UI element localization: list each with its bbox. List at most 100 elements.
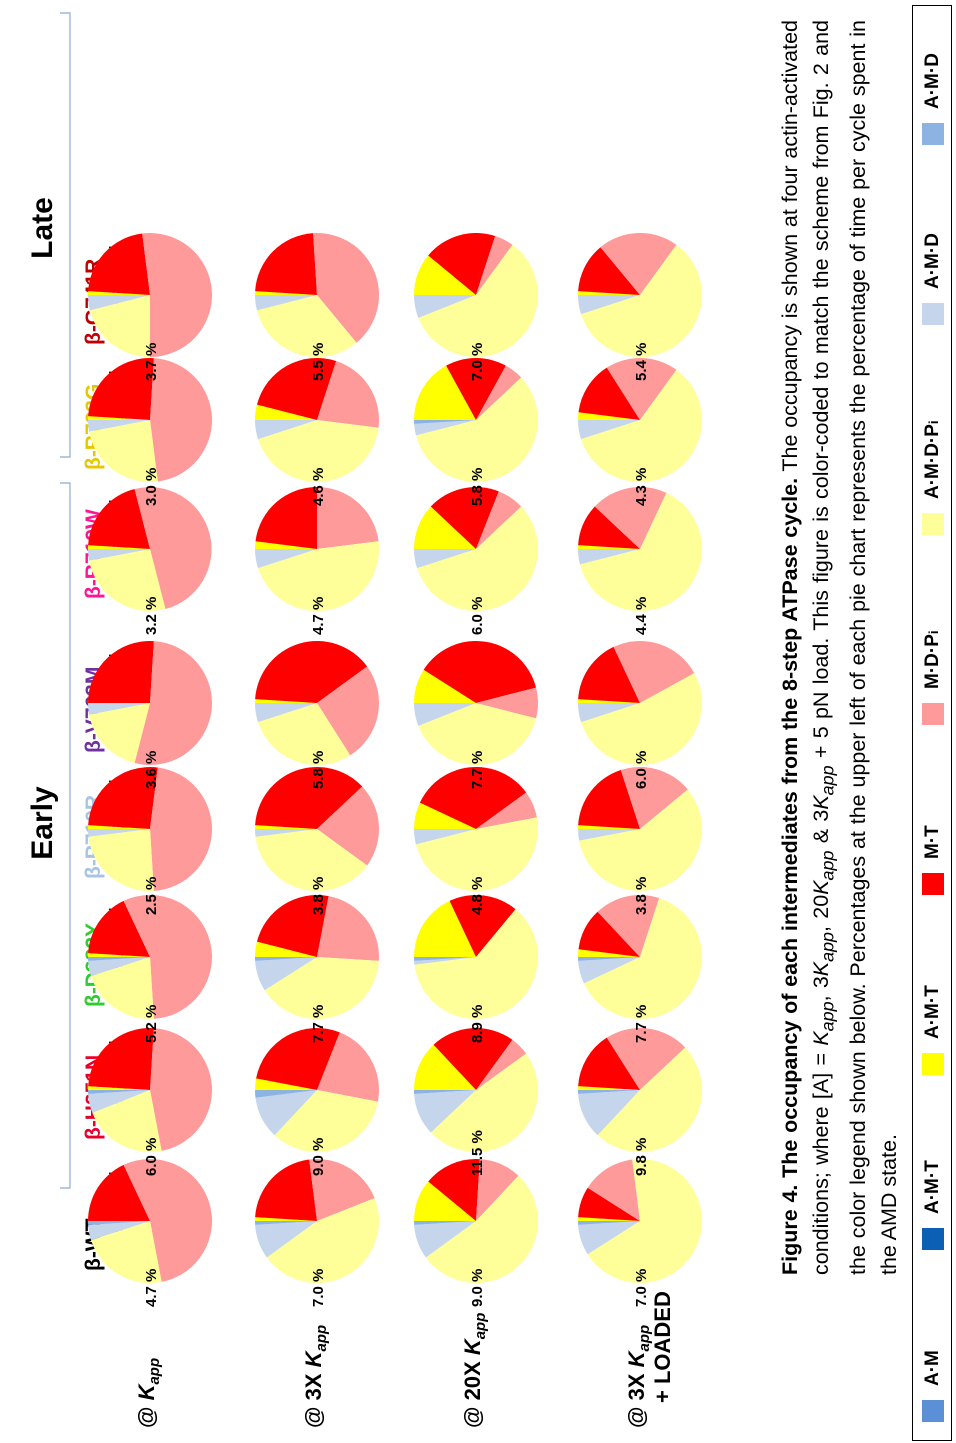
pie-slice-c1-r0-s7 <box>87 1090 150 1094</box>
pie-slice-c1-r0-s2 <box>87 1086 150 1090</box>
caption-kapp-1-sub: app <box>817 1001 838 1032</box>
pie-slice-c5-r1-s6 <box>254 549 317 569</box>
legend-label-amt-dark: A·M·T <box>922 1160 943 1214</box>
pct-label-c4-r2: 7.7 % <box>469 751 486 789</box>
pie-slice-c1-r2-s7 <box>413 1090 476 1094</box>
pie-slice-c7-r1-s5 <box>256 295 357 357</box>
pie-slice-c4-r1-s5 <box>258 703 351 765</box>
pie-slice-c4-r1-s3 <box>255 641 368 703</box>
bracket-late <box>60 12 71 458</box>
pie-slice-c5-r2-s5 <box>417 506 538 611</box>
legend-item-amt-yellow: A·M·T <box>921 985 945 1075</box>
pct-label-c2-r2: 8.9 % <box>469 1005 486 1043</box>
caption-kapp-4: K <box>809 795 833 810</box>
pct-label-c1-r1: 9.0 % <box>310 1138 327 1176</box>
pie-slice-c0-r0-s4 <box>123 1159 212 1282</box>
pie-slice-c1-r1-s4 <box>317 1032 379 1102</box>
pct-label-c3-r1: 3.8 % <box>310 877 327 915</box>
pie-slice-c2-r1-s7 <box>254 957 317 961</box>
legend-label-amdpi: A·M·D·P <box>922 424 943 499</box>
pie-slice-c0-r2-s6 <box>414 1221 476 1258</box>
pie-slice-c1-r3-s2 <box>577 1086 640 1090</box>
pie-slice-c0-r3-s7 <box>577 1221 640 1225</box>
pct-label-c7-r0: 3.7 % <box>143 343 160 381</box>
legend-swatch-mt <box>922 873 944 895</box>
pie-slice-c5-r2-s6 <box>413 549 476 569</box>
pie-slice-c5-r2-s3 <box>430 487 499 549</box>
pct-label-c2-r1: 7.7 % <box>310 1005 327 1043</box>
caption-kapp-2: K <box>809 961 833 977</box>
pie-slice-c3-r0-s3 <box>88 767 158 829</box>
pie-slice-c7-r2-s2 <box>414 255 476 295</box>
pie-slice-c7-r2-s3 <box>428 233 496 295</box>
pie-slice-c2-r2-s6 <box>414 957 476 965</box>
pct-label-c6-r1: 4.6 % <box>310 468 327 506</box>
pie-slice-c4-r2-s6 <box>414 703 476 726</box>
pie-slice-c3-r3-s2 <box>577 825 640 829</box>
pie-slice-c0-r3-s5 <box>587 1159 702 1283</box>
pct-label-c7-r2: 7.0 % <box>469 343 486 381</box>
pie-slice-c0-r1-s3 <box>255 1159 317 1221</box>
pie-slice-c0-r1-s6 <box>255 1221 317 1258</box>
pie-slice-c2-r1-s5 <box>264 957 379 1019</box>
caption-text-4: & 3 <box>809 809 833 851</box>
pct-label-c0-r0: 4.7 % <box>143 1269 160 1307</box>
pie-slice-c1-r2-s3 <box>433 1028 513 1090</box>
pct-label-c1-r3: 9.8 % <box>633 1138 650 1176</box>
pct-label-c0-r1: 7.0 % <box>310 1269 327 1307</box>
bracket-early <box>60 482 71 1189</box>
pie-slice-c3-r0-s4 <box>150 767 212 891</box>
pie-slice-c5-r3-s6 <box>578 549 640 565</box>
pie-slice-c4-r0-s4 <box>134 641 212 765</box>
legend-item-amd: A·M·D <box>921 53 945 145</box>
pie-slice-c7-r0-s3 <box>88 233 150 295</box>
legend-swatch-amd <box>922 123 944 145</box>
pie-slice-c7-r0-s2 <box>87 291 150 295</box>
pie-slice-c7-r2-s4 <box>476 236 513 295</box>
caption-text-3: , 20 <box>809 894 833 932</box>
legend-label-amt-yellow: A·M·T <box>922 985 943 1039</box>
pie-slice-c4-r2-s2 <box>414 669 476 703</box>
pie-slice-c7-r2-s6 <box>414 295 476 318</box>
legend-swatch-mdpi <box>922 703 944 725</box>
pie-slice-c3-r2-s2 <box>414 802 476 829</box>
pie-slice-c1-r1-s7 <box>255 1090 317 1098</box>
pie-slice-c5-r0-s6 <box>88 549 150 561</box>
pie-slice-c7-r1-s2 <box>254 291 317 295</box>
pie-slice-c4-r1-s4 <box>317 666 379 756</box>
pie-slice-c4-r0-s6 <box>88 703 150 715</box>
pie-slice-c2-r1-s2 <box>255 941 317 957</box>
pie-slice-c1-r2-s2 <box>414 1044 476 1090</box>
pct-label-c4-r3: 6.0 % <box>633 751 650 789</box>
pie-slice-c7-r3-s2 <box>577 291 640 295</box>
pie-slice-c0-r1-s4 <box>309 1159 375 1221</box>
pie-slice-c0-r2-s5 <box>425 1175 538 1283</box>
pie-slice-c5-r2-s2 <box>414 506 476 549</box>
pie-slice-c5-r3-s3 <box>578 506 640 549</box>
group-label-late: Late <box>26 197 59 259</box>
pct-label-c5-r2: 6.0 % <box>469 597 486 635</box>
pie-slice-c2-r3-s3 <box>578 911 640 957</box>
pie-slice-c3-r2-s6 <box>414 829 476 845</box>
group-label-early: Early <box>26 786 59 860</box>
pie-slice-c1-r1-s2 <box>255 1078 317 1090</box>
pie-slice-c7-r3-s6 <box>577 295 640 315</box>
pie-slice-c5-r0-s3 <box>88 488 150 549</box>
legend-item-amdpi: A·M·D·P i <box>921 420 945 535</box>
pie-slice-c6-r3-s4 <box>606 358 677 420</box>
pie-slice-c5-r1-s5 <box>258 541 379 612</box>
pie-slice-c3-r3-s6 <box>578 829 640 841</box>
pie-slice-c4-r3-s6 <box>577 703 640 723</box>
pie-slice-c6-r1-s5 <box>258 420 379 483</box>
legend-swatch-amd-light <box>922 303 944 325</box>
caption-kapp-3: K <box>809 880 833 895</box>
row-label-0: @ Kapp <box>134 1358 163 1428</box>
pie-slice-c6-r2-s4 <box>476 365 522 420</box>
pie-slice-c1-r3-s7 <box>577 1090 640 1094</box>
pie-slice-c5-r0-s2 <box>87 545 150 549</box>
pie-slice-c4-r2-s5 <box>418 703 537 765</box>
pie-slice-c7-r2-s5 <box>418 244 538 357</box>
pie-slice-c0-r2-s3 <box>428 1159 480 1221</box>
pie-slice-c6-r1-s6 <box>254 420 317 440</box>
